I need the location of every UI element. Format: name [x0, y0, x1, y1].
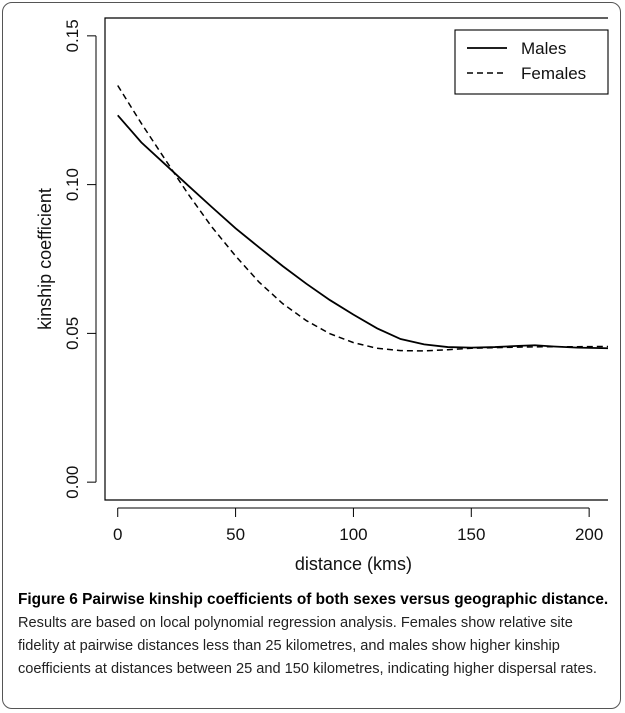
legend-box	[454, 29, 609, 95]
caption-title: Figure 6 Pairwise kinship coefficients o…	[18, 591, 609, 608]
series-line-females	[117, 85, 609, 352]
legend-label-males: Males	[521, 39, 566, 58]
figure-caption: Figure 6 Pairwise kinship coefficients o…	[18, 588, 610, 681]
y-axis-label: kinship coefficient	[35, 188, 55, 330]
x-tick-label: 50	[226, 525, 245, 544]
x-tick-label: 150	[457, 525, 485, 544]
x-axis-label: distance (kms)	[295, 554, 412, 574]
y-tick-label: 0.05	[63, 317, 82, 350]
x-tick-label: 200	[575, 525, 603, 544]
y-tick-label: 0.10	[63, 168, 82, 201]
plot-box	[104, 17, 608, 501]
kinship-line-chart: 0 50 100 150 200 distance (kms) 0.00 0.05 0.10 0.…	[35, 17, 609, 574]
caption-text: Results are based on local polynomial re…	[18, 615, 597, 677]
x-tick-label: 0	[113, 525, 122, 544]
x-tick-label: 100	[339, 525, 367, 544]
y-tick-label: 0.15	[63, 19, 82, 52]
legend-label-females: Females	[521, 64, 586, 83]
series-line-males	[117, 114, 609, 350]
y-tick-label: 0.00	[63, 466, 82, 499]
